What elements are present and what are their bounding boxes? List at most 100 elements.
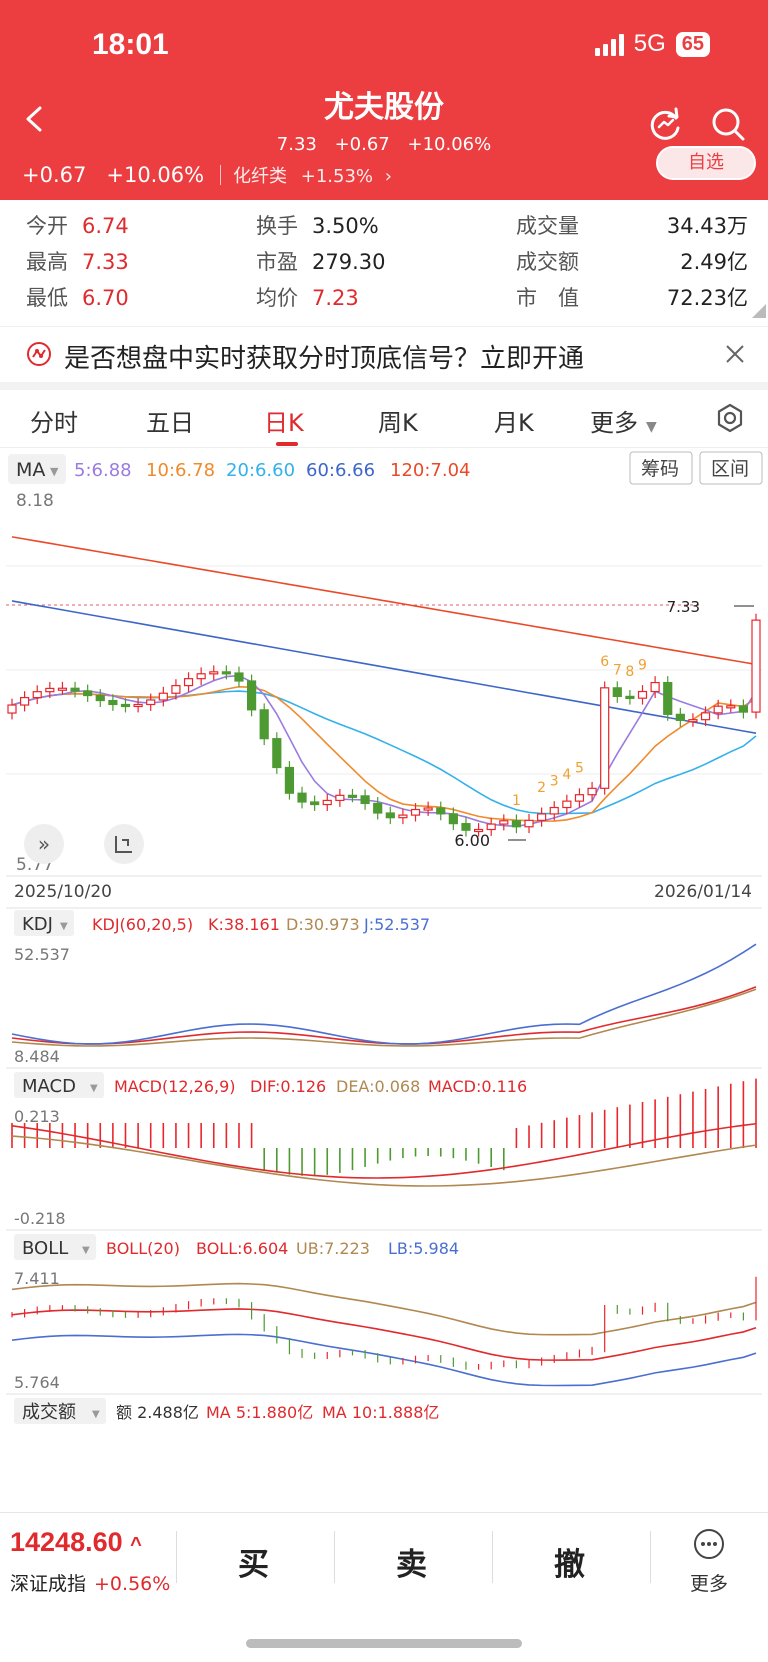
chip-button[interactable]	[629, 451, 693, 485]
tab-intraday[interactable]: 分时	[30, 409, 78, 437]
candle-body	[612, 687, 622, 697]
candle-body	[335, 794, 345, 802]
range-button[interactable]	[699, 451, 763, 485]
gear-icon[interactable]	[714, 402, 746, 434]
price-change: +0.67	[334, 134, 390, 155]
stat-amount: 成交额 2.49亿	[516, 250, 748, 274]
close-icon[interactable]	[724, 343, 746, 365]
divider	[650, 1531, 651, 1583]
more-label[interactable]: 更多	[690, 1573, 729, 1595]
buy-button[interactable]: 买	[238, 1547, 269, 1583]
kdj-panel: KDJ ▼ KDJ(60,20,5) K:38.161 D:30.973 J:5…	[6, 910, 762, 1069]
index-change: +0.56%	[94, 1573, 171, 1595]
back-arrow-icon[interactable]	[22, 106, 48, 132]
ma5-label: 5:6.88	[74, 460, 132, 481]
industry-link[interactable]: 化纤类 +1.53% ›	[233, 162, 392, 188]
tab-daily-k[interactable]: 日K	[264, 409, 304, 437]
signal-banner[interactable]: 是否想盘中实时获取分时顶底信号？立即开通	[0, 326, 768, 382]
candle-body	[158, 692, 168, 701]
stat-pe: 市盈 279.30	[256, 250, 386, 274]
status-bar-right: 5G 65	[594, 30, 710, 58]
kdj-y-top: 52.537	[14, 945, 70, 964]
tab-weekly-k[interactable]: 周K	[378, 409, 418, 437]
boll-selector[interactable]	[14, 1234, 96, 1260]
kline-chart-area[interactable]: MA ▼ 5:6.88 10:6.78 20:6.60 60:6.66 120:…	[0, 448, 768, 1510]
index-quote[interactable]: 14248.60 ^	[10, 1527, 142, 1557]
caret-down-icon: ▼	[82, 1245, 90, 1256]
stat-low: 最低 6.70	[26, 286, 129, 310]
candle-body	[423, 807, 433, 811]
fullscreen-button[interactable]	[104, 824, 144, 864]
tab-monthly-k[interactable]: 月K	[494, 409, 534, 437]
stat-market-cap: 市 值 72.23亿	[516, 286, 748, 310]
kdj-y-bottom: 8.484	[14, 1047, 60, 1066]
candle-body	[663, 681, 673, 715]
caret-down-icon: ▼	[50, 465, 59, 478]
candle-body	[272, 738, 282, 769]
boll-y-bottom: 5.764	[14, 1373, 60, 1392]
macd-params: MACD(12,26,9)	[114, 1077, 236, 1096]
double-chevron-icon: »	[38, 832, 50, 856]
industry-pct: +1.53%	[300, 166, 374, 187]
volume-selector[interactable]	[14, 1398, 106, 1424]
ma-selector[interactable]	[8, 454, 66, 484]
stat-volume: 成交量 34.43万	[516, 214, 748, 238]
kline-y-top: 8.18	[16, 491, 54, 511]
candle-body	[473, 828, 484, 833]
more-icon[interactable]	[692, 1527, 726, 1561]
status-time: 18:01	[92, 28, 169, 61]
quote-stats: 今开 6.74 换手 3.50% 成交量 34.43万 最高 7.33 市盈 279.30…	[0, 200, 768, 322]
kdj-selector[interactable]	[14, 910, 74, 936]
boll-mid: BOLL:6.604	[196, 1239, 288, 1258]
divider	[0, 382, 768, 390]
search-icon[interactable]	[710, 106, 746, 142]
period-tabs: 分时 五日 日K 周K 月K 更多 ▼	[0, 390, 768, 448]
expand-corner-icon[interactable]	[752, 304, 766, 318]
up-arrow-icon: ^	[130, 1534, 142, 1556]
volume-panel: 成交额 ▼ 额 2.488亿 MA 5:1.880亿 MA 10:1.888亿	[14, 1398, 439, 1424]
chevron-right-icon: ›	[384, 166, 392, 187]
ma-legend: MA ▼ 5:6.88 10:6.78 20:6.60 60:6.66 120:…	[8, 451, 763, 485]
ma60-line	[11, 600, 757, 735]
svg-text:成交额: 成交额	[22, 1402, 76, 1423]
candle-body	[297, 792, 307, 803]
tab-more[interactable]: 更多 ▼	[590, 409, 657, 437]
macd-selector[interactable]	[14, 1072, 104, 1098]
caret-down-icon: ▼	[90, 1083, 98, 1094]
td-count-label: 8	[625, 664, 634, 680]
candle-body	[738, 705, 748, 713]
ma120-label: 120:7.04	[390, 460, 471, 481]
stat-high: 最高 7.33	[26, 250, 129, 274]
ma20-label: 20:6.60	[226, 460, 295, 481]
td-count-label: 7	[613, 662, 622, 678]
fast-forward-button[interactable]	[24, 824, 64, 864]
tab-five-day[interactable]: 五日	[146, 409, 194, 437]
candle-body	[246, 680, 257, 711]
macd-y-bottom: -0.218	[14, 1209, 66, 1228]
candle-body	[20, 697, 30, 706]
ma10-line	[11, 685, 757, 822]
boll-mid-line	[11, 1308, 757, 1361]
td-count-label: 5	[575, 761, 584, 777]
refresh-icon[interactable]	[648, 106, 684, 142]
kdj-d-line	[11, 988, 757, 1047]
candle-body	[196, 673, 206, 680]
candle-body	[7, 704, 17, 714]
candle-body	[57, 687, 68, 691]
candle-body	[95, 694, 105, 702]
divider	[220, 165, 222, 185]
ma60-label: 60:6.66	[306, 460, 375, 481]
cancel-order-button[interactable]: 撤	[554, 1547, 585, 1583]
candle-body	[637, 690, 648, 699]
candle-body	[600, 687, 610, 789]
td-count-label: 9	[638, 658, 647, 674]
svg-text:MACD: MACD	[22, 1076, 76, 1097]
banner-text: 是否想盘中实时获取分时顶底信号？立即开通	[64, 344, 585, 374]
svg-text:BOLL: BOLL	[22, 1238, 68, 1259]
boll-params: BOLL(20)	[106, 1239, 180, 1258]
stat-open: 今开 6.74	[26, 214, 129, 238]
sell-button[interactable]: 卖	[396, 1547, 427, 1583]
add-self-select-button[interactable]: 自选	[656, 146, 756, 180]
candle-body	[499, 820, 509, 825]
candle-body	[587, 787, 597, 796]
